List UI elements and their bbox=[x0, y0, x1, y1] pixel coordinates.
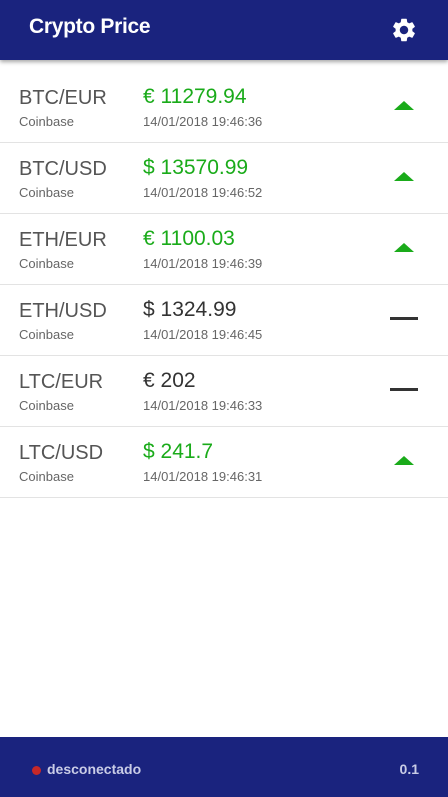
ticker-pair: ETH/USD bbox=[19, 300, 107, 322]
ticker-price: € 1100.03 bbox=[143, 227, 235, 250]
app-header: Crypto Price bbox=[0, 0, 448, 60]
ticker-exchange: Coinbase bbox=[19, 114, 74, 129]
trend-up-icon bbox=[394, 172, 414, 181]
ticker-pair: LTC/EUR bbox=[19, 371, 104, 393]
ticker-exchange: Coinbase bbox=[19, 185, 74, 200]
ticker-row[interactable]: BTC/EUR Coinbase € 11279.94 14/01/2018 19:4… bbox=[0, 72, 448, 143]
trend-up-icon bbox=[394, 243, 414, 252]
ticker-row[interactable]: BTC/USD Coinbase $ 13570.99 14/01/2018 19:4… bbox=[0, 143, 448, 214]
ticker-timestamp: 14/01/2018 19:46:31 bbox=[143, 469, 263, 484]
ticker-exchange: Coinbase bbox=[19, 256, 74, 271]
ticker-row[interactable]: LTC/EUR Coinbase € 202 14/01/2018 19:46:33 bbox=[0, 356, 448, 427]
ticker-price: $ 13570.99 bbox=[143, 156, 249, 179]
ticker-exchange: Coinbase bbox=[19, 398, 74, 413]
ticker-timestamp: 14/01/2018 19:46:33 bbox=[143, 398, 263, 413]
ticker-row[interactable]: ETH/USD Coinbase $ 1324.99 14/01/2018 19:46… bbox=[0, 285, 448, 356]
ticker-pair: LTC/USD bbox=[19, 442, 104, 464]
ticker-price: € 11279.94 bbox=[143, 85, 247, 108]
trend-flat-icon bbox=[390, 388, 418, 391]
ticker-timestamp: 14/01/2018 19:46:45 bbox=[143, 327, 263, 342]
ticker-pair: ETH/EUR bbox=[19, 229, 107, 251]
connection-status-dot bbox=[32, 766, 41, 775]
ticker-row[interactable]: LTC/USD Coinbase $ 241.7 14/01/2018 19:46:3… bbox=[0, 427, 448, 498]
ticker-timestamp: 14/01/2018 19:46:52 bbox=[143, 185, 263, 200]
ticker-row[interactable]: ETH/EUR Coinbase € 1100.03 14/01/2018 19:46… bbox=[0, 214, 448, 285]
ticker-list: BTC/EUR Coinbase € 11279.94 14/01/2018 19:4… bbox=[0, 72, 448, 498]
connection-status-text: desconectado bbox=[47, 761, 142, 777]
app-version: 0.1 bbox=[399, 761, 419, 777]
ticker-exchange: Coinbase bbox=[19, 469, 74, 484]
trend-up-icon bbox=[394, 101, 414, 110]
ticker-exchange: Coinbase bbox=[19, 327, 74, 342]
app-footer bbox=[0, 737, 448, 797]
app-title: Crypto Price bbox=[29, 15, 151, 38]
trend-flat-icon bbox=[390, 317, 418, 320]
gear-icon bbox=[393, 18, 415, 42]
settings-button[interactable] bbox=[386, 12, 422, 48]
ticker-price: € 202 bbox=[143, 369, 196, 392]
trend-up-icon bbox=[394, 456, 414, 465]
ticker-pair: BTC/USD bbox=[19, 158, 107, 180]
ticker-price: $ 241.7 bbox=[143, 440, 214, 463]
ticker-pair: BTC/EUR bbox=[19, 87, 107, 109]
ticker-timestamp: 14/01/2018 19:46:36 bbox=[143, 114, 263, 129]
ticker-price: $ 1324.99 bbox=[143, 298, 237, 321]
ticker-timestamp: 14/01/2018 19:46:39 bbox=[143, 256, 263, 271]
